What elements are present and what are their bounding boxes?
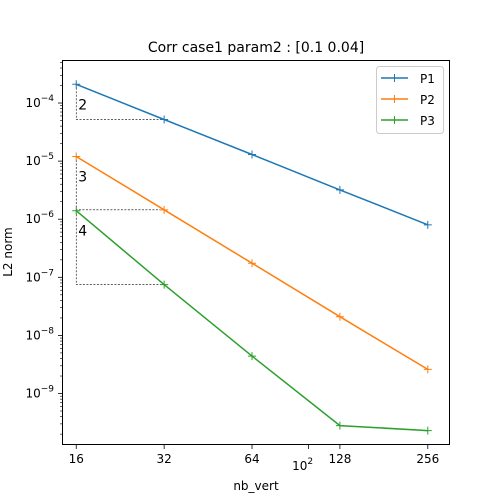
y-tick-label: 10−8 bbox=[25, 326, 54, 342]
x-axis-label: nb_vert bbox=[233, 479, 279, 493]
data-point-p2 bbox=[248, 259, 257, 268]
slope-triangle-legs bbox=[75, 84, 165, 120]
chart-title: Corr case1 param2 : [0.1 0.04] bbox=[148, 40, 364, 56]
data-point-p1 bbox=[160, 115, 169, 124]
data-point-p1 bbox=[423, 220, 432, 229]
series-layer bbox=[72, 80, 432, 435]
legend-marker-p3 bbox=[390, 116, 399, 124]
data-point-p2 bbox=[335, 312, 344, 321]
legend-marker-p1 bbox=[390, 74, 399, 82]
data-point-p2 bbox=[160, 205, 169, 214]
x-tick-label: 256 bbox=[416, 452, 439, 466]
data-point-p2 bbox=[423, 365, 432, 374]
y-tick-label: 10−5 bbox=[25, 152, 54, 168]
legend-label: P2 bbox=[420, 93, 435, 107]
data-point-p2 bbox=[72, 152, 81, 161]
plot-frame bbox=[62, 60, 450, 445]
y-tick-label: 10−7 bbox=[25, 268, 54, 284]
data-point-p3 bbox=[248, 352, 257, 361]
x-tick-label: 102 bbox=[292, 457, 313, 473]
data-point-p1 bbox=[248, 150, 257, 159]
x-axis: 16 32 64 128 256 102 bbox=[69, 445, 439, 473]
legend: P1 P2 P3 bbox=[376, 66, 444, 134]
data-point-p3 bbox=[72, 206, 81, 215]
y-tick-label: 10−9 bbox=[25, 385, 54, 401]
data-point-p1 bbox=[72, 80, 81, 89]
legend-box bbox=[376, 66, 444, 134]
slope-label: 2 bbox=[78, 97, 87, 113]
x-tick-label: 64 bbox=[244, 452, 259, 466]
data-point-p3 bbox=[423, 426, 432, 435]
y-tick-label: 10−4 bbox=[25, 94, 54, 110]
data-point-p1 bbox=[335, 185, 344, 194]
data-point-p3 bbox=[335, 421, 344, 430]
y-axis-label: L2 norm bbox=[1, 227, 15, 277]
slope-label: 3 bbox=[78, 170, 87, 186]
x-tick-label: 128 bbox=[328, 452, 351, 466]
slope-label: 4 bbox=[78, 224, 87, 240]
x-tick-label: 16 bbox=[69, 452, 84, 466]
legend-label: P3 bbox=[420, 114, 435, 128]
slope-triangle-legs bbox=[75, 210, 165, 285]
legend-marker-p2 bbox=[390, 95, 399, 103]
x-tick-label: 32 bbox=[156, 452, 171, 466]
data-point-p3 bbox=[160, 280, 169, 289]
legend-label: P1 bbox=[420, 72, 435, 86]
y-tick-label: 10−6 bbox=[25, 210, 54, 226]
y-axis: 10−9 10−8 10−7 10−6 10−5 10−4 bbox=[25, 62, 62, 435]
